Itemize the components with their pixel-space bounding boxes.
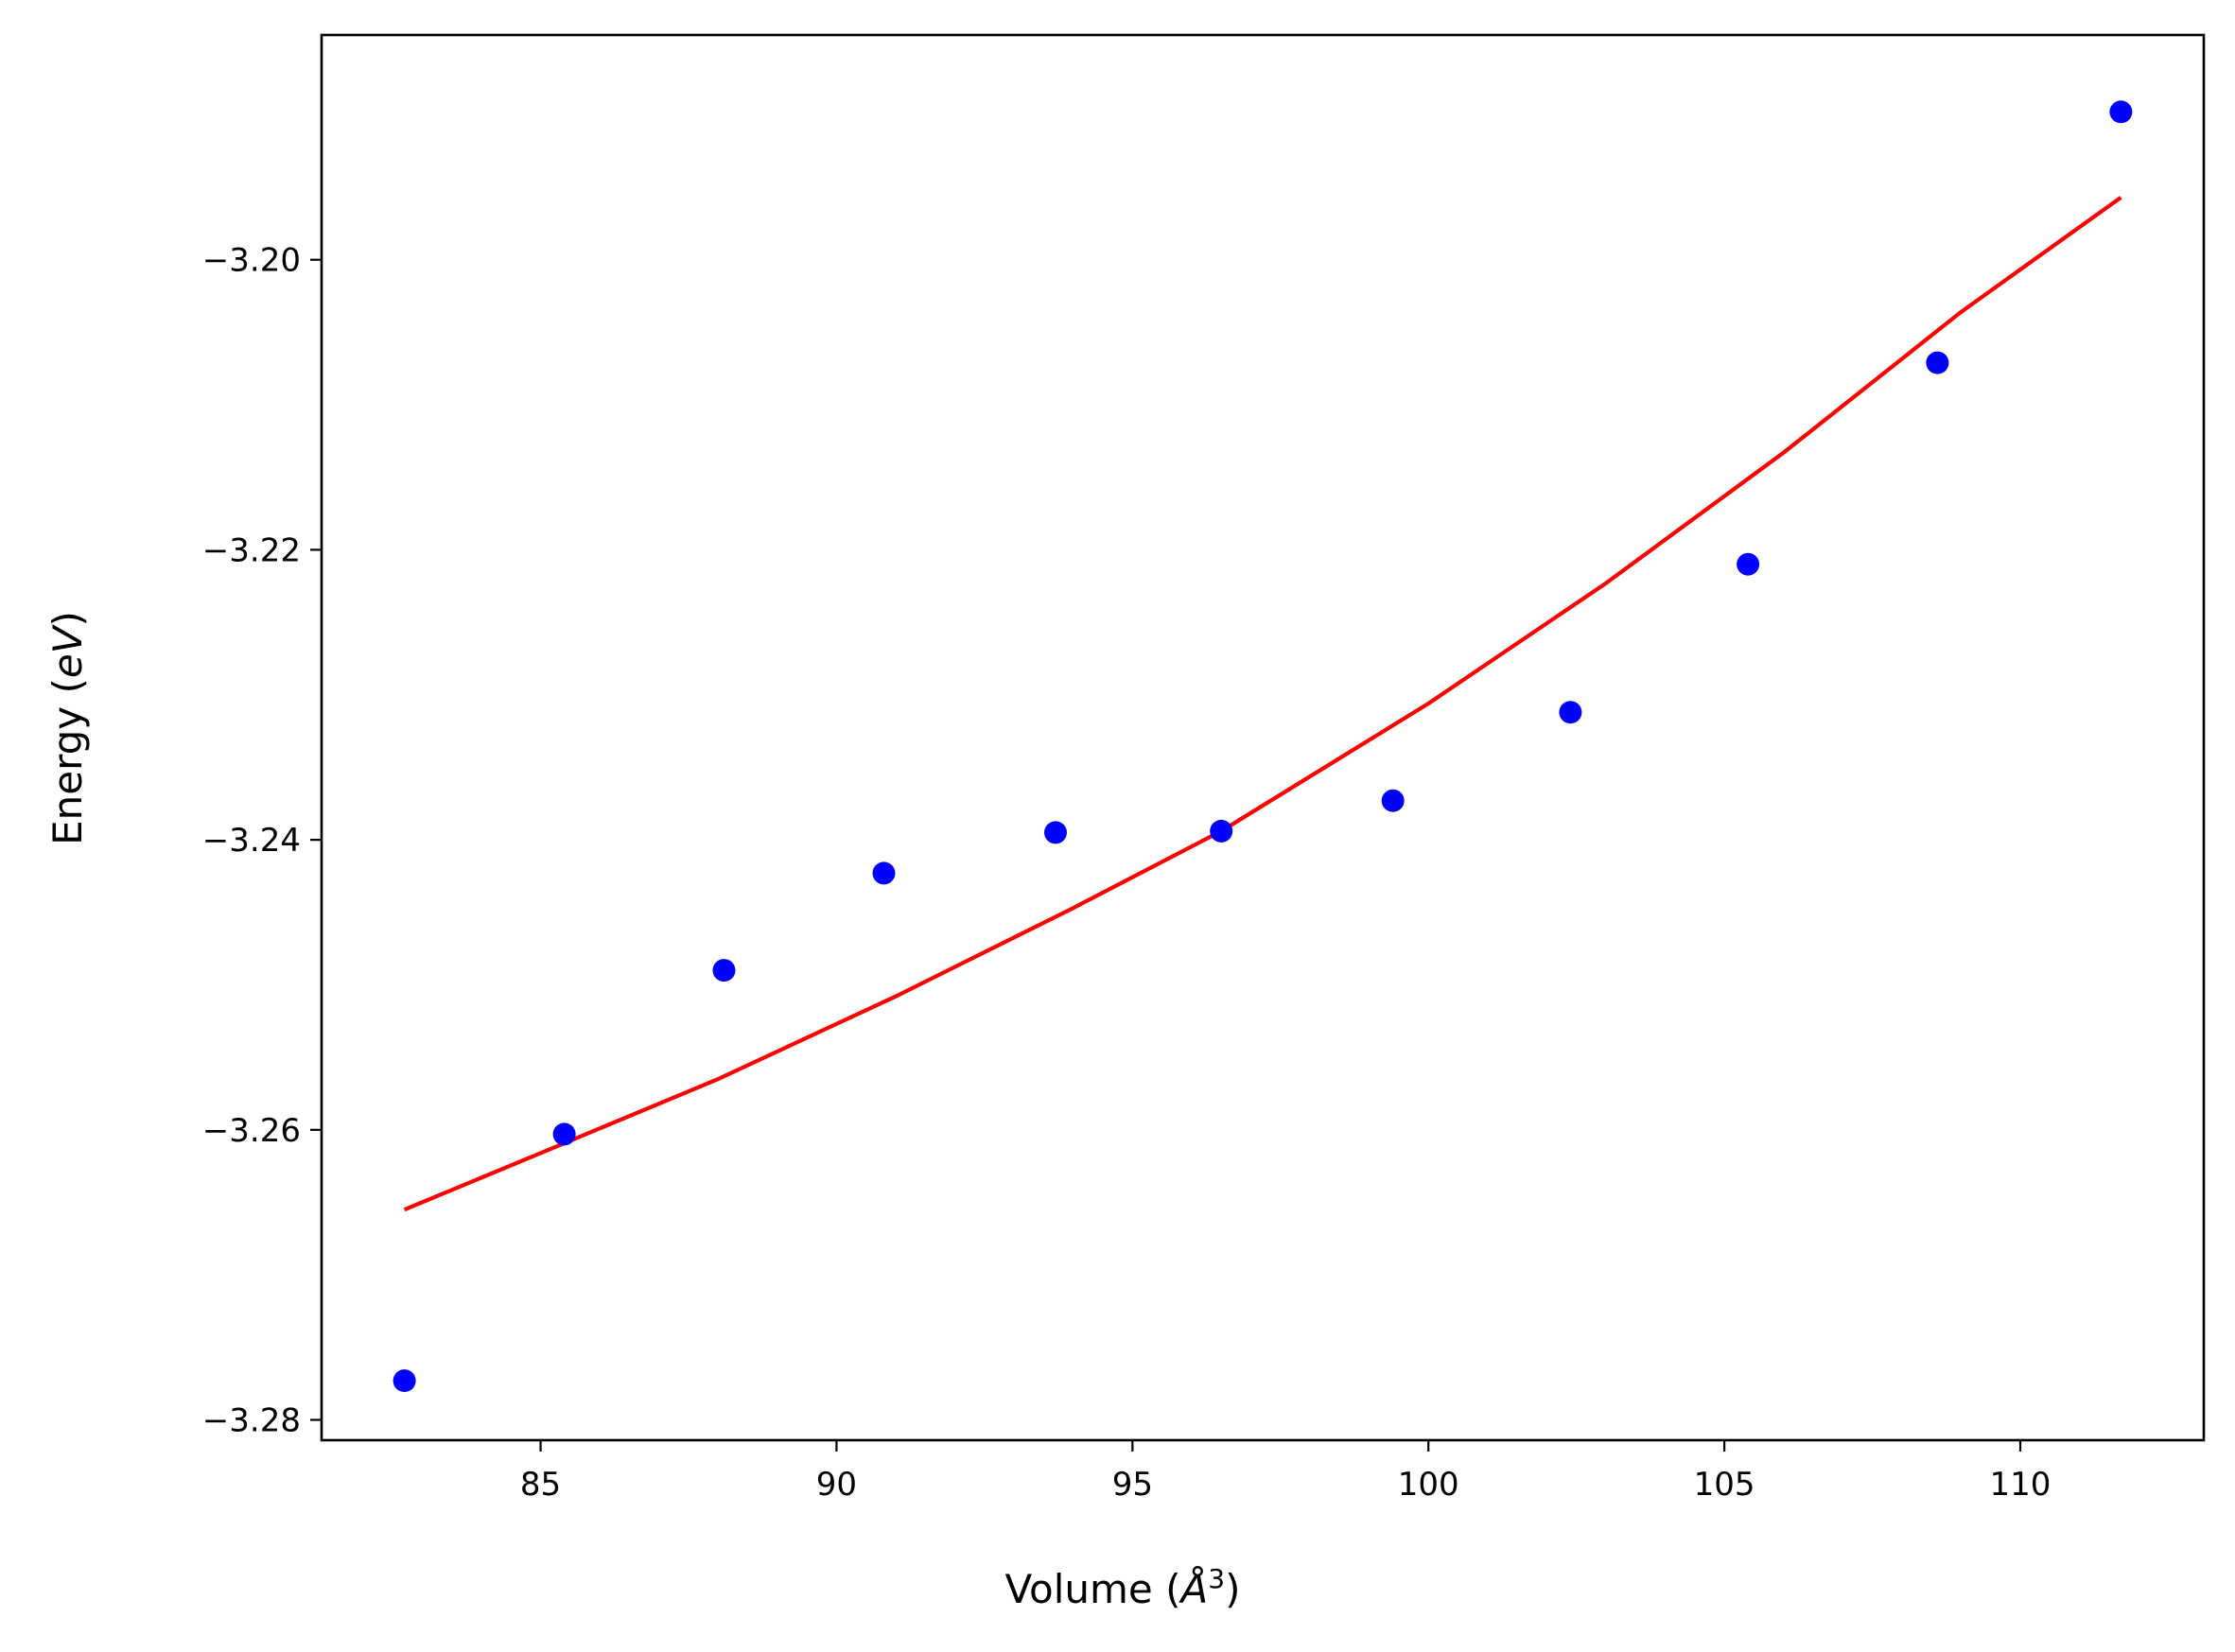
plot-frame <box>320 33 2206 1442</box>
x-tick-label: 105 <box>1694 1466 1755 1504</box>
data-point <box>1044 821 1067 844</box>
data-point <box>2109 100 2133 124</box>
y-tick-label: −3.20 <box>202 242 301 280</box>
y-axis-ticks: −3.28 −3.26 −3.24 −3.22 −3.20 <box>202 242 322 1440</box>
data-point <box>1737 552 1760 576</box>
y-axis-label: Energy (eV) <box>44 611 91 845</box>
x-tick-label: 110 <box>1990 1466 2052 1504</box>
y-tick-label: −3.24 <box>202 822 301 860</box>
x-axis-ticks: 85 90 95 100 105 110 <box>520 1440 2052 1504</box>
data-point <box>552 1122 576 1146</box>
y-axis-label-text: Energy ( <box>44 678 91 845</box>
data-point <box>1559 701 1582 724</box>
y-tick-label: −3.26 <box>202 1112 301 1150</box>
data-point <box>1926 351 1949 374</box>
x-axis-label-superscript: 3 <box>1208 1563 1225 1594</box>
data-point <box>1210 819 1233 843</box>
x-axis-label: Volume (Å3) <box>1005 1563 1241 1612</box>
y-tick-label: −3.28 <box>202 1402 301 1440</box>
x-tick-label: 95 <box>1112 1466 1153 1504</box>
x-tick-label: 85 <box>520 1466 561 1504</box>
x-axis-label-text: Volume ( <box>1005 1566 1181 1612</box>
x-axis-label-close: ) <box>1225 1566 1240 1612</box>
x-tick-label: 90 <box>816 1466 857 1504</box>
data-point <box>712 959 736 983</box>
data-points-layer <box>393 100 2133 1393</box>
data-point <box>393 1369 416 1393</box>
data-point <box>1381 789 1405 812</box>
x-tick-label: 100 <box>1398 1466 1459 1504</box>
y-axis-label-unit: eV <box>44 623 91 678</box>
x-axis-label-unit: Å <box>1179 1565 1209 1612</box>
data-point <box>872 861 896 885</box>
y-tick-label: −3.22 <box>202 531 301 569</box>
y-axis-label-close: ) <box>44 611 91 626</box>
